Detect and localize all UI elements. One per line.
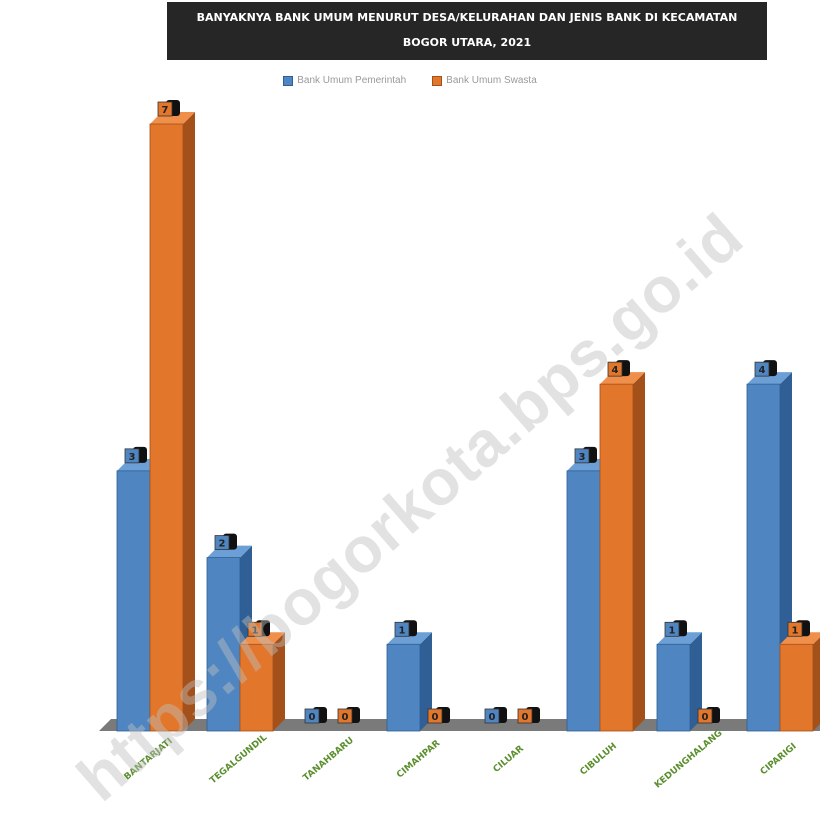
bar-0-1 [206,557,241,732]
data-label-box-1-6 [697,708,713,724]
category-label-2: TANAHBARU [302,736,356,784]
category-label-6: KEDUNGHALANG [653,728,724,790]
chart-title-line-2: BOGOR UTARA, 2021 [402,36,532,49]
data-label-box-1-1 [247,621,263,637]
category-label-3: CIMAHPAR [395,739,442,781]
bar-0-0 [116,470,151,732]
bar-side-0-6 [690,632,702,731]
data-label-0-6: 1 [669,625,676,636]
data-label-1-6: 0 [702,712,709,723]
legend-swatch-swasta [432,75,443,86]
data-label-0-5: 3 [579,452,586,463]
data-label-1-3: 0 [432,712,439,723]
legend-item-pemerintah: Bank Umum Pemerintah [283,75,406,86]
data-label-box-0-6 [664,621,680,637]
bar-0-7 [746,383,781,732]
bar-0-6 [656,643,691,732]
data-label-0-7: 4 [759,365,766,376]
data-label-box-0-3 [394,621,410,637]
bar-side-1-0 [183,112,195,731]
category-label-0: BANTARJATI [123,736,175,782]
data-label-0-3: 1 [399,625,406,636]
data-label-box-0-4 [484,708,500,724]
data-label-0-2: 0 [309,712,316,723]
data-label-1-4: 0 [522,712,529,723]
data-label-box-0-1 [214,535,230,550]
bar-side-1-7 [813,637,820,731]
legend-swatch-pemerintah [283,75,294,86]
legend-label-pemerintah: Bank Umum Pemerintah [297,75,407,86]
data-label-box-1-7 [787,621,803,637]
bar-side-0-3 [420,632,432,731]
chart-title-line-1: BANYAKNYA BANK UMUM MENURUT DESA/KELURAH… [196,11,738,24]
category-label-1: TEGALGUNDIL [208,733,269,787]
data-label-box-0-0 [124,448,140,464]
bar-1-5 [599,383,634,732]
category-label-4: CILUAR [492,744,526,775]
data-label-1-0: 7 [162,105,169,116]
data-label-box-0-2 [304,708,320,724]
data-label-box-0-5 [574,448,590,464]
data-label-1-7: 1 [792,625,799,636]
data-label-1-1: 1 [252,625,259,636]
legend-label-swasta: Bank Umum Swasta [446,75,537,86]
bar-0-5 [566,470,601,732]
legend: Bank Umum Pemerintah Bank Umum Swasta [0,75,820,86]
category-label-5: CIBULUH [578,741,618,777]
data-label-0-1: 2 [219,539,226,550]
data-label-1-5: 4 [612,365,619,376]
chart-title: BANYAKNYA BANK UMUM MENURUT DESA/KELURAH… [167,2,767,60]
data-label-0-0: 3 [129,452,136,463]
bar-side-1-5 [633,372,645,731]
data-label-0-4: 0 [489,712,496,723]
data-label-box-1-4 [517,708,533,724]
data-label-box-0-7 [754,361,770,377]
bar-0-3 [386,643,421,732]
data-label-box-1-2 [337,708,353,724]
bar-1-0 [149,123,184,732]
bar-1-7 [779,643,814,732]
bar-side-1-1 [273,632,285,731]
data-label-1-2: 0 [342,712,349,723]
bar-1-1 [239,643,274,732]
data-label-box-1-3 [427,708,443,724]
legend-item-swasta: Bank Umum Swasta [432,75,537,86]
data-label-box-1-0 [157,101,173,117]
data-label-box-1-5 [607,361,623,377]
category-label-7: CIPARIGI [759,742,799,778]
